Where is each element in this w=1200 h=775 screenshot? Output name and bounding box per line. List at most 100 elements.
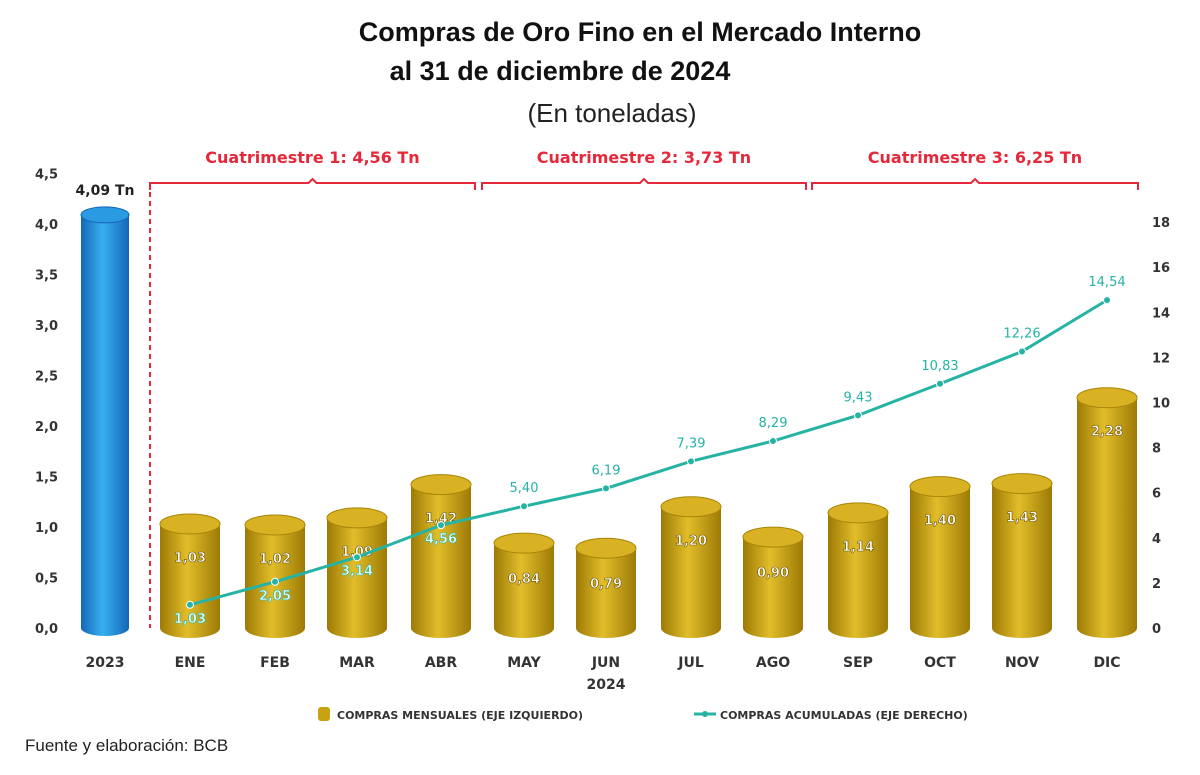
bar — [576, 548, 636, 638]
line-point — [687, 457, 695, 466]
bar-top — [80, 206, 130, 224]
bar-top — [159, 513, 221, 535]
bar — [327, 517, 387, 638]
bar — [743, 537, 803, 638]
bar — [1077, 397, 1137, 638]
chart-subtitle: (En toneladas) — [527, 98, 697, 128]
bar-data-label: 0,79 — [590, 577, 622, 592]
legend-label-line: COMPRAS ACUMULADAS (EJE DERECHO) — [720, 709, 968, 722]
bar — [910, 486, 970, 638]
left-axis-tick: 3,0 — [35, 319, 58, 334]
source-note: Fuente y elaboración: BCB — [25, 736, 229, 755]
left-axis-tick: 0,5 — [35, 572, 58, 587]
bar — [661, 506, 721, 638]
left-axis-tick: 0,0 — [35, 622, 58, 637]
line-point — [520, 502, 528, 511]
x-axis-tick: OCT — [924, 655, 956, 671]
right-axis-tick: 4 — [1152, 532, 1161, 547]
line-data-label: 8,29 — [759, 416, 788, 431]
line-point — [437, 521, 445, 530]
annotation-label: Cuatrimestre 1: 4,56 Tn — [205, 148, 419, 167]
bar-top — [909, 476, 971, 498]
x-axis-tick: SEP — [843, 655, 873, 671]
chart-title-line2: al 31 de diciembre de 2024 — [389, 56, 731, 86]
line-data-label: 4,56 — [425, 532, 457, 547]
line-data-label: 7,39 — [677, 436, 706, 451]
line-point — [1018, 347, 1026, 356]
left-axis-tick: 2,5 — [35, 370, 58, 385]
line-point — [186, 600, 194, 609]
line-data-label: 1,03 — [174, 612, 206, 627]
bar-top — [410, 474, 472, 496]
line-data-label: 5,40 — [510, 481, 539, 496]
bar-top — [1076, 387, 1138, 409]
x-axis-tick: ABR — [425, 655, 458, 671]
left-axis-tick: 1,0 — [35, 521, 58, 536]
left-axis-tick: 4,0 — [35, 218, 58, 233]
bar-top — [827, 502, 889, 524]
bar-top — [326, 507, 388, 529]
bar — [494, 543, 554, 638]
bar-data-label: 1,02 — [259, 552, 291, 567]
x-axis-tick: MAR — [339, 655, 375, 671]
cumulative-line — [189, 298, 1108, 607]
legend-label-bars: COMPRAS MENSUALES (EJE IZQUIERDO) — [337, 709, 583, 722]
x-axis-tick: 2023 — [86, 655, 125, 671]
x-axis-tick: FEB — [260, 655, 290, 671]
line-point — [1103, 296, 1111, 305]
x-axis-tick: JUN — [591, 655, 620, 671]
line-data-label: 10,83 — [921, 359, 958, 374]
line-point — [936, 379, 944, 388]
chart-title: Compras de Oro Fino en el Mercado Intern… — [358, 17, 922, 47]
x-axis-tick: AGO — [756, 655, 790, 671]
line-data-label: 6,19 — [592, 463, 621, 478]
right-axis-tick: 8 — [1152, 442, 1161, 457]
x-axis-tick: NOV — [1005, 655, 1039, 671]
x-axis-tick: ENE — [175, 655, 206, 671]
bar-data-label: 4,09 Tn — [76, 183, 135, 199]
line-point — [271, 577, 279, 586]
x-axis-tick: MAY — [507, 655, 541, 671]
line-data-label: 14,54 — [1088, 275, 1125, 290]
legend-line-marker — [702, 711, 708, 717]
annotation-bracket — [811, 177, 1139, 190]
bar-top — [991, 473, 1053, 495]
right-axis-tick: 10 — [1152, 397, 1170, 412]
bar — [992, 483, 1052, 638]
right-axis-tick: 18 — [1152, 216, 1170, 231]
bar-top — [244, 514, 306, 536]
right-axis-tick: 0 — [1152, 622, 1161, 637]
left-axis-tick: 3,5 — [35, 269, 58, 284]
right-axis-tick: 16 — [1152, 261, 1170, 276]
legend-bar-swatch — [318, 707, 330, 721]
bar-top — [575, 537, 637, 559]
left-axis-tick: 2,0 — [35, 420, 58, 435]
bar — [411, 484, 471, 638]
right-axis-tick: 6 — [1152, 487, 1161, 502]
line-data-label: 12,26 — [1003, 327, 1040, 342]
line-point — [769, 437, 777, 446]
bar-data-label: 1,09 — [341, 545, 373, 560]
left-axis-tick: 4,5 — [35, 168, 58, 183]
bar — [81, 214, 129, 636]
bar — [160, 523, 220, 638]
annotation-label: Cuatrimestre 2: 3,73 Tn — [537, 148, 751, 167]
x-axis-year-label: 2024 — [587, 677, 626, 693]
line-data-label: 2,05 — [259, 589, 291, 604]
annotation-label: Cuatrimestre 3: 6,25 Tn — [868, 148, 1082, 167]
bar-top — [660, 496, 722, 518]
x-axis-tick: JUL — [677, 655, 704, 671]
line-data-label: 3,14 — [341, 564, 373, 579]
right-axis-tick: 12 — [1152, 351, 1170, 366]
annotation-bracket — [149, 177, 476, 190]
left-axis-tick: 1,5 — [35, 471, 58, 486]
bar-data-label: 0,84 — [508, 572, 540, 587]
right-axis-tick: 2 — [1152, 577, 1161, 592]
bar-data-label: 1,20 — [675, 534, 707, 549]
line-data-label: 9,43 — [844, 390, 873, 405]
line-point — [353, 553, 361, 562]
bar-data-label: 2,28 — [1091, 425, 1123, 440]
x-axis-tick: DIC — [1093, 655, 1120, 671]
bar-top — [493, 532, 555, 554]
